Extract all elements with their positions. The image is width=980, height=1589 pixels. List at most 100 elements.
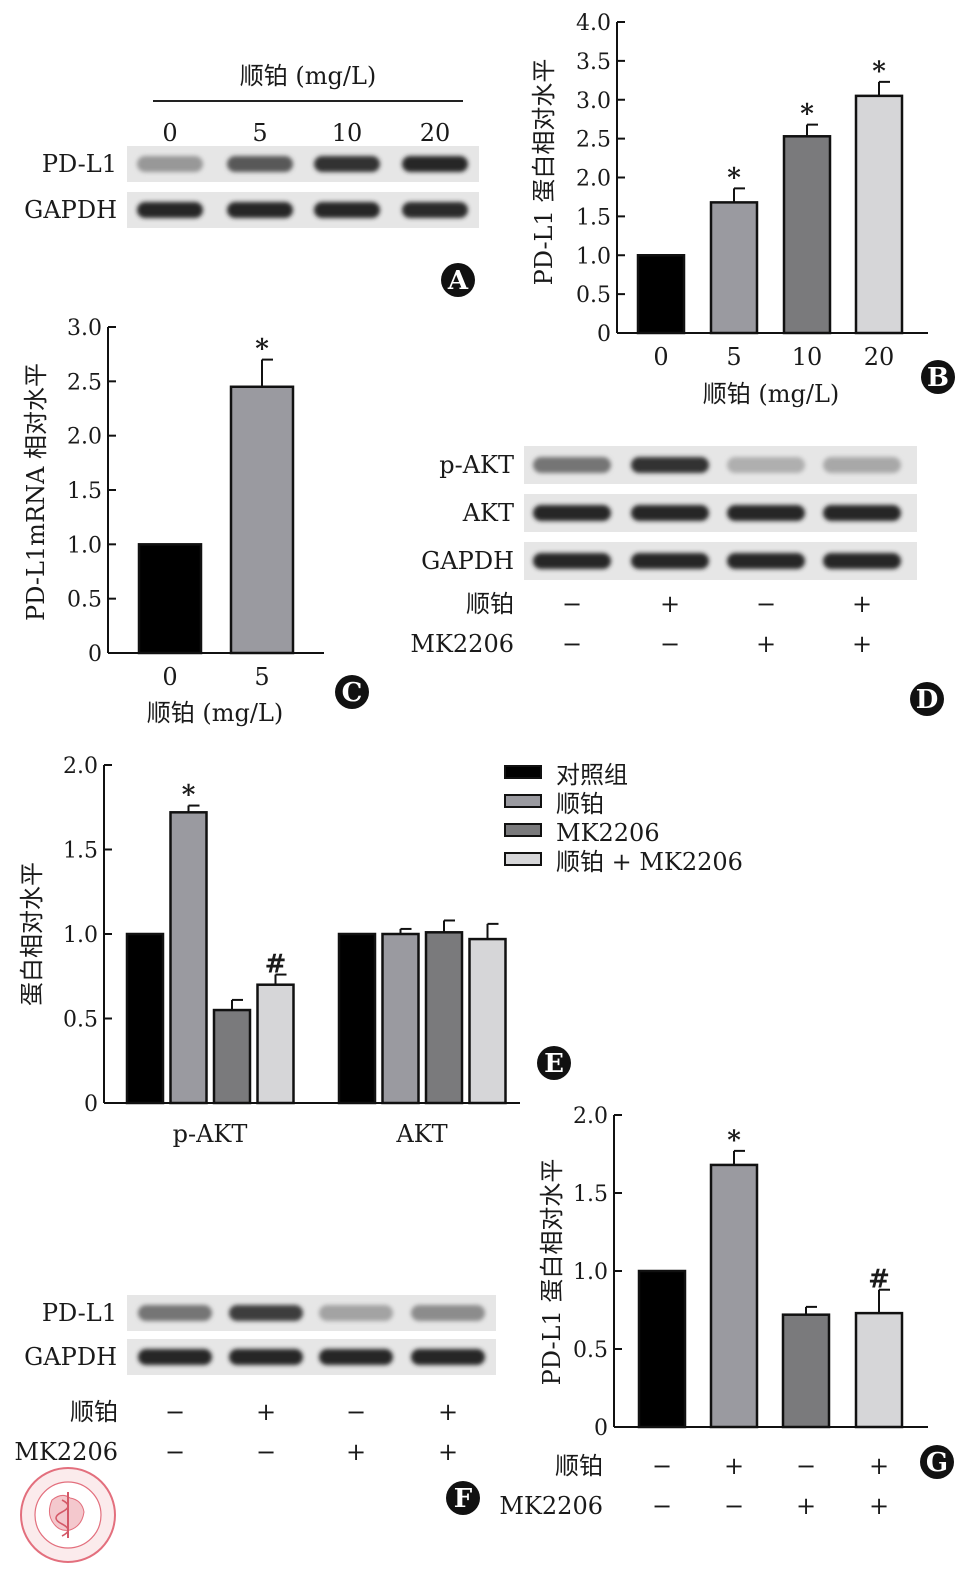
blot-band (727, 553, 805, 569)
panel-d-blots: p-AKT AKT GAPDH (421, 446, 917, 580)
y-tick-label: 1.0 (67, 533, 102, 558)
x-tick-label: p-AKT (173, 1120, 248, 1148)
bar (229, 385, 295, 655)
panel-c-label: C (335, 675, 369, 709)
blot-band (402, 156, 468, 172)
blot-row-label: p-AKT (439, 451, 514, 479)
blot-band (631, 505, 709, 521)
significance-mark: * (255, 335, 269, 365)
y-tick-label: 2.0 (67, 425, 102, 450)
bar (256, 983, 295, 1105)
x-tick-label: 0 (162, 663, 177, 691)
blot-band (727, 505, 805, 521)
panel-g: 0 0.5 1.0 1.5 2.0 * # PD-L1 蛋白相对水平 顺铂 − + − + MK220… (499, 1104, 954, 1520)
condition-sign: − (562, 630, 582, 658)
condition-sign: + (346, 1438, 366, 1466)
condition-sign: − (165, 1398, 185, 1426)
x-tick-label: 5 (726, 343, 741, 371)
blot-band (229, 1349, 303, 1365)
blot-band (727, 457, 805, 473)
panel-f-label: F (446, 1481, 480, 1515)
y-tick-label: 1.5 (576, 205, 611, 230)
blot-band (137, 202, 203, 218)
significance-mark: * (727, 1126, 741, 1156)
y-tick-label: 0.5 (573, 1338, 608, 1363)
blot-band (402, 202, 468, 218)
condition-sign: + (724, 1452, 744, 1480)
bar (169, 811, 208, 1105)
significance-mark: # (868, 1265, 890, 1295)
lane-label: 5 (252, 119, 267, 147)
legend-swatch (504, 852, 542, 866)
legend-swatch (504, 823, 542, 837)
svg-text:E: E (544, 1049, 564, 1079)
blot-band (533, 457, 611, 473)
chart-g-ylabel: PD-L1 蛋白相对水平 (538, 1159, 566, 1386)
chart-c: 0 0.5 1.0 1.5 2.0 2.5 3.0 0 * 5 (67, 316, 324, 691)
bar (468, 937, 507, 1105)
blot-band (314, 156, 380, 172)
blot-row-label: AKT (462, 499, 514, 527)
blot-row-label: PD-L1 (42, 1299, 117, 1327)
bar (424, 931, 464, 1105)
blot-band (823, 457, 901, 473)
bar (637, 1269, 687, 1429)
y-tick-label: 0 (594, 1416, 608, 1441)
bar (854, 1311, 904, 1429)
blot-band (631, 553, 709, 569)
condition-sign: − (796, 1452, 816, 1480)
condition-sign: − (660, 630, 680, 658)
chart-e: 0 0.5 1.0 1.5 2.0 * # p-AKT AKT (63, 754, 520, 1148)
blot-band (137, 156, 203, 172)
condition-sign: + (438, 1438, 458, 1466)
panel-e: 0 0.5 1.0 1.5 2.0 * # p-AKT AKT 蛋白相对水平 对照组顺铂MK22… (18, 754, 743, 1148)
condition-sign: + (796, 1492, 816, 1520)
y-tick-label: 1.5 (63, 839, 98, 864)
panel-a-header: 顺铂 (mg/L) (240, 62, 377, 90)
bar (709, 1163, 759, 1429)
condition-sign: − (652, 1492, 672, 1520)
blot-band (411, 1349, 485, 1365)
panel-f-conditions: 顺铂 − + − + MK2206 − − + + (14, 1398, 458, 1466)
condition-sign: + (869, 1452, 889, 1480)
condition-sign: − (652, 1452, 672, 1480)
bar (212, 1008, 252, 1105)
condition-sign: + (869, 1492, 889, 1520)
condition-sign: − (562, 590, 582, 618)
condition-label: MK2206 (410, 630, 514, 658)
bar (337, 932, 377, 1105)
bar (709, 201, 759, 335)
bar (781, 1313, 831, 1429)
condition-label: 顺铂 (466, 590, 514, 618)
bar (854, 94, 904, 335)
y-tick-label: 0.5 (63, 1008, 98, 1033)
y-tick-label: 0 (88, 642, 102, 667)
blot-band (411, 1305, 485, 1321)
panel-b-label: B (921, 360, 955, 394)
legend-label: 顺铂 + MK2206 (556, 848, 743, 876)
condition-sign: − (724, 1492, 744, 1520)
condition-sign: + (852, 630, 872, 658)
bar (782, 135, 832, 335)
y-tick-label: 1.5 (67, 479, 102, 504)
bar (125, 932, 165, 1105)
chart-c-ylabel: PD-L1mRNA 相对水平 (22, 363, 50, 621)
legend-label: 顺铂 (556, 790, 604, 818)
lane-label: 10 (332, 119, 363, 147)
condition-sign: − (756, 590, 776, 618)
y-tick-label: 2.0 (573, 1104, 608, 1129)
y-tick-label: 0.5 (67, 588, 102, 613)
chart-e-ylabel: 蛋白相对水平 (18, 862, 46, 1006)
chart-g-conditions: 顺铂 − + − + MK2206 − − + + (499, 1452, 889, 1520)
chart-b: 0 0.5 1.0 1.5 2.0 2.5 3.0 3.5 4.0 0 * 5 * 10 * 20 (576, 11, 928, 371)
blot-band (138, 1349, 212, 1365)
condition-sign: + (852, 590, 872, 618)
blot-band (229, 1305, 303, 1321)
blot-band (319, 1305, 393, 1321)
condition-sign: − (165, 1438, 185, 1466)
blot-band (227, 156, 293, 172)
condition-label: MK2206 (499, 1492, 603, 1520)
x-tick-label: 20 (864, 343, 895, 371)
y-tick-label: 3.0 (67, 316, 102, 341)
